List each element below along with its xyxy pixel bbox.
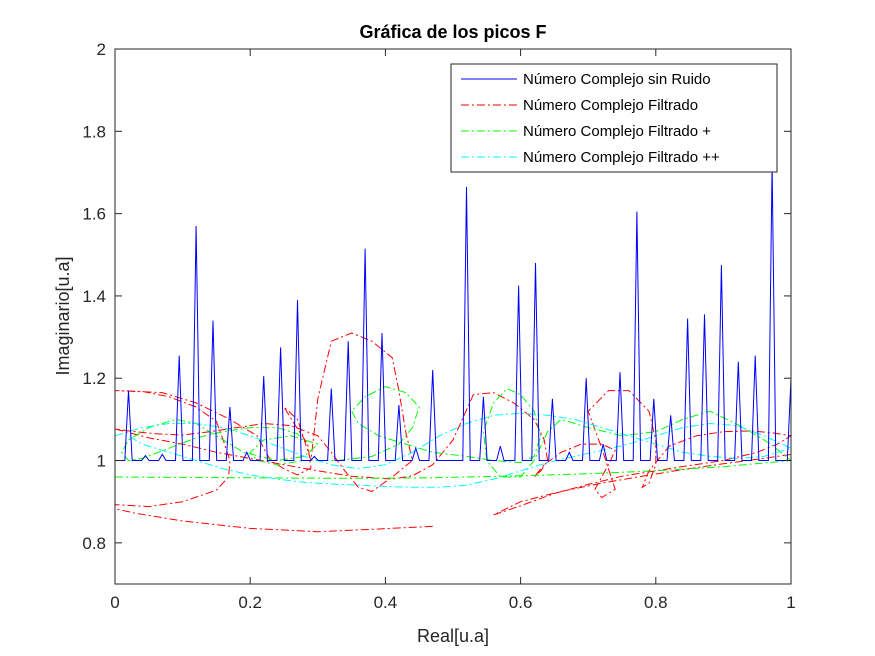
x-tick-label: 0.2: [238, 593, 262, 612]
series-line-1: [114, 332, 793, 533]
y-tick-label: 0.8: [82, 534, 106, 553]
series-line-2: [114, 385, 793, 479]
series-layer: [114, 164, 793, 533]
legend-label-1: Número Complejo Filtrado: [523, 97, 698, 114]
y-tick-label: 1: [97, 452, 106, 471]
x-tick-label: 0.8: [644, 593, 668, 612]
x-ticks: 0 0.2 0.4 0.6 0.8 1: [110, 49, 796, 612]
x-tick-label: 0.4: [374, 593, 398, 612]
y-tick-label: 2: [97, 40, 106, 59]
y-tick-label: 1.4: [82, 287, 106, 306]
x-axis-label: Real[u.a]: [417, 626, 489, 646]
legend-label-3: Número Complejo Filtrado ++: [523, 149, 720, 166]
chart-title: Gráfica de los picos F: [359, 22, 546, 42]
plot-frame: [114, 48, 792, 585]
series-line-0: [115, 164, 792, 461]
x-tick-label: 1: [786, 593, 795, 612]
legend-label-2: Número Complejo Filtrado +: [523, 123, 711, 140]
y-tick-label: 1.6: [82, 205, 106, 224]
y-tick-label: 1.2: [82, 369, 106, 388]
legend-box: [450, 63, 778, 173]
y-tick-label: 1.8: [82, 122, 106, 141]
y-axis-label: Imaginario[u.a]: [53, 256, 73, 375]
x-tick-label: 0.6: [509, 593, 533, 612]
y-ticks: 0.8 1 1.2 1.4 1.6 1.8 2: [82, 40, 791, 553]
legend: Número Complejo sin Ruido Número Complejo…: [450, 63, 778, 173]
x-tick-label: 0: [110, 593, 119, 612]
legend-label-0: Número Complejo sin Ruido: [523, 71, 711, 88]
